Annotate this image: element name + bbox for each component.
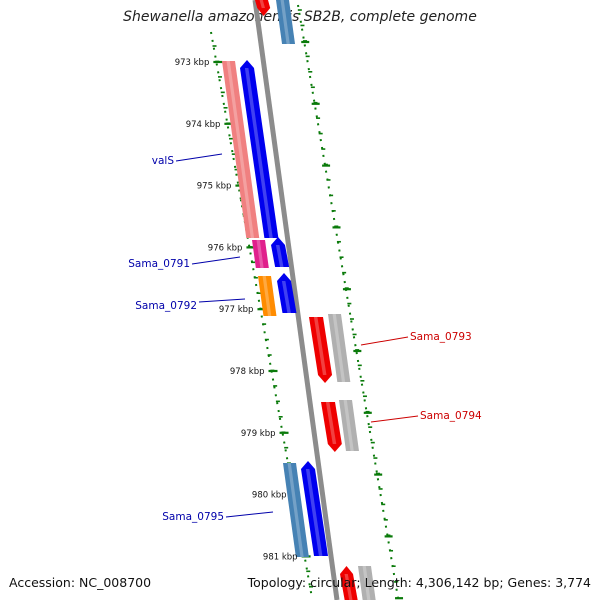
top-steel-block-highlight: [280, 0, 290, 44]
scale-label: 981 kbp: [263, 552, 298, 562]
sama0794-gray-block-highlight: [343, 400, 354, 451]
gene-leader-line: [198, 298, 246, 303]
sama0795-steel-block: [283, 463, 309, 557]
scale-label: 977 kbp: [219, 305, 254, 315]
gene-label-sama-0795: Sama_0795: [162, 511, 224, 523]
sama0793-gray-block: [328, 314, 351, 382]
sama0791-blue-arrow: [271, 237, 290, 267]
gene-label-vals: valS: [152, 155, 175, 167]
valS-pink-block: [222, 61, 260, 238]
top-steel-block: [276, 0, 296, 44]
sama0792-orange-block-highlight: [262, 276, 272, 316]
sama0791-magenta-block-highlight: [256, 240, 264, 268]
accession-text: Accession: NC_008700: [9, 575, 152, 590]
scale-label: 978 kbp: [230, 367, 265, 377]
top-red-arrow: [255, 0, 271, 16]
valS-blue-arrow-highlight: [244, 68, 273, 238]
genome-backbone: [252, 0, 340, 600]
scale-label: 979 kbp: [241, 429, 276, 439]
gene-label-sama-0791: Sama_0791: [128, 258, 190, 270]
bottom-red-block: [340, 566, 358, 600]
sama0794-red-arrow-highlight: [325, 402, 337, 444]
gene-label-sama-0793: Sama_0793: [410, 331, 472, 343]
sama0791-magenta-block: [252, 240, 269, 268]
valS-pink-block-highlight: [226, 61, 255, 238]
bottom-gray-block: [358, 566, 376, 600]
scale-label: 974 kbp: [186, 120, 221, 130]
scale-label: 980 kbp: [252, 491, 287, 501]
sama0794-red-arrow: [321, 402, 342, 452]
sama0794-gray-block: [339, 400, 359, 451]
scale-label: 975 kbp: [197, 182, 232, 192]
sama0793-red-arrow-highlight: [313, 317, 327, 375]
sama0792-orange-block: [258, 276, 277, 316]
gene-label-sama-0794: Sama_0794: [420, 410, 482, 422]
sama0791-blue-arrow-highlight: [275, 245, 284, 267]
sama0793-gray-block-highlight: [332, 314, 346, 382]
top-red-arrow-highlight: [259, 0, 265, 8]
topology-text: Topology: circular; Length: 4,306,142 bp…: [247, 575, 591, 590]
gene-leader-line: [370, 415, 419, 423]
gene-labels: valS Sama_0791 Sama_0792 Sama_0793 Sama_0794…: [128, 153, 482, 523]
valS-blue-arrow: [240, 60, 279, 238]
gene-leader-line: [175, 153, 223, 162]
feature-blocks: [222, 0, 376, 600]
sama0792-blue-arrow-highlight: [281, 281, 291, 313]
sama0795-steel-block-highlight: [287, 463, 304, 557]
scale-labels: 973 kbp 974 kbp 975 kbp 976 kbp 977 kbp 978 k…: [175, 58, 298, 562]
gene-leader-line: [191, 256, 241, 265]
bottom-gray-block-highlight: [362, 566, 371, 600]
sama0792-blue-arrow: [277, 273, 297, 313]
bottom-red-block-highlight: [344, 574, 353, 600]
map-title: Shewanella amazonensis SB2B, complete ge…: [123, 9, 477, 25]
gene-leader-line: [360, 336, 409, 346]
gene-leader-line: [225, 511, 274, 518]
sama0795-blue-arrow-highlight: [305, 469, 323, 556]
gene-label-sama-0792: Sama_0792: [135, 300, 197, 312]
scale-label: 973 kbp: [175, 58, 210, 68]
scale-label: 976 kbp: [208, 243, 243, 253]
sama0793-red-arrow: [309, 317, 333, 383]
sama0795-blue-arrow: [301, 461, 329, 556]
